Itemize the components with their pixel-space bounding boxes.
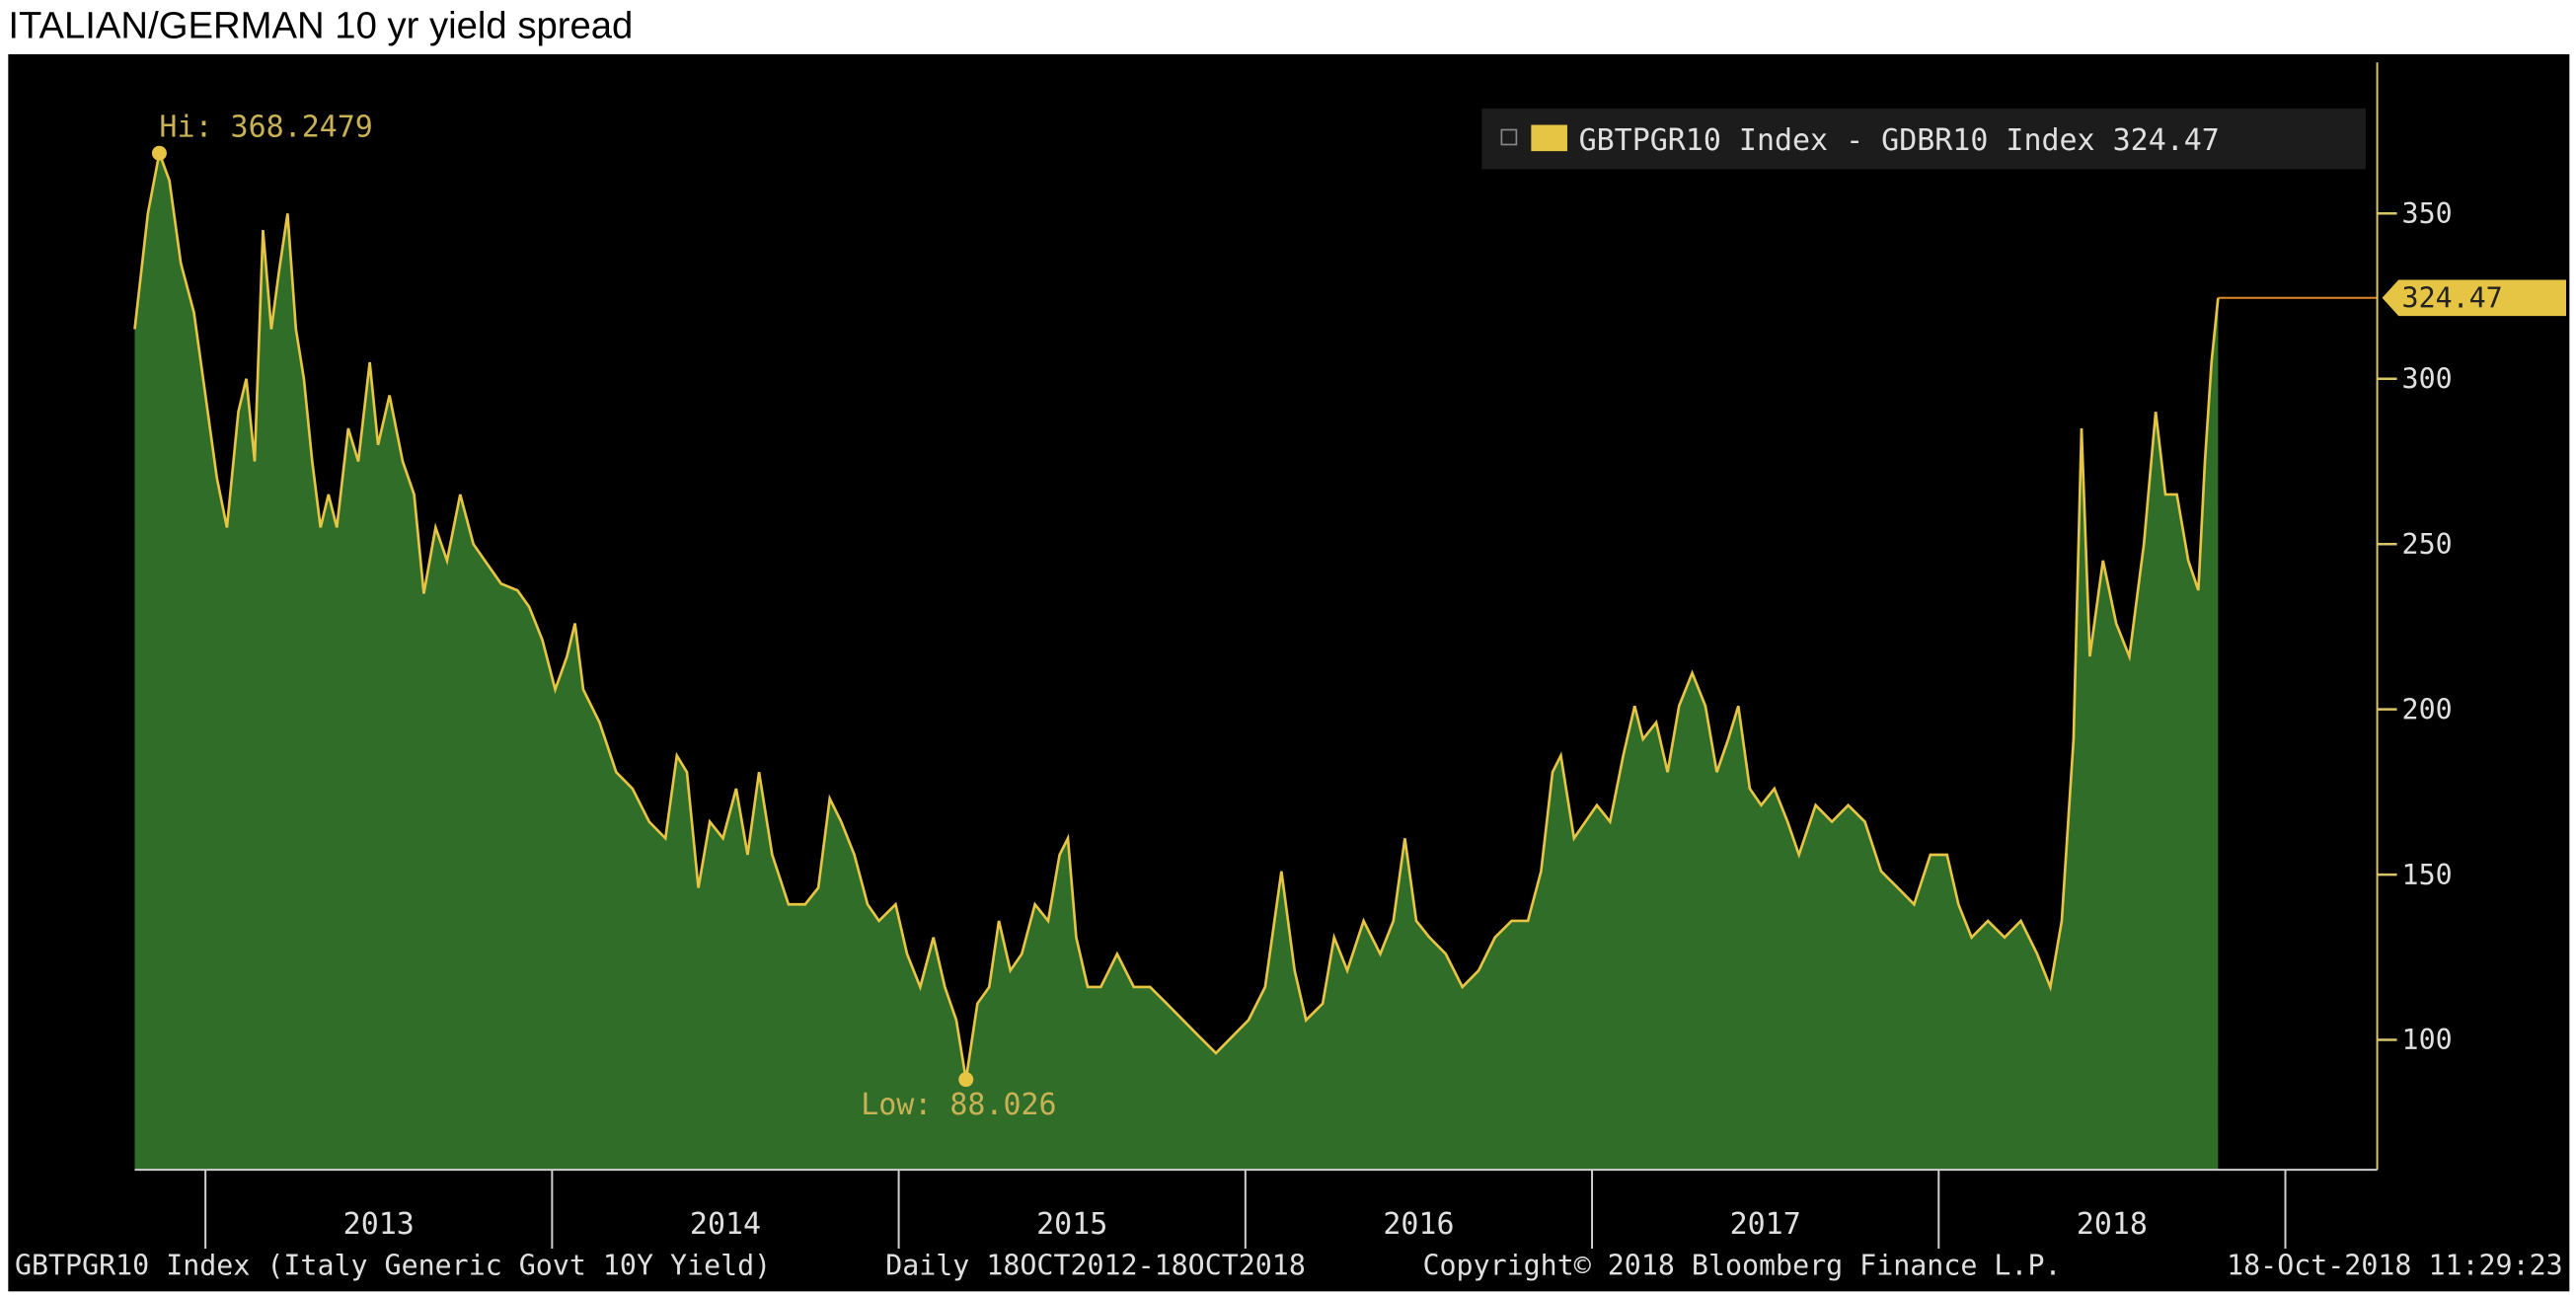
chart-title: ITALIAN/GERMAN 10 yr yield spread (8, 4, 633, 46)
y-tick-label: 150 (2402, 859, 2453, 891)
legend-box (1481, 108, 2366, 170)
area (134, 153, 2219, 1171)
y-tick-label: 350 (2402, 197, 2453, 230)
x-tick-label: 2013 (343, 1207, 415, 1242)
legend-swatch (1531, 124, 1567, 152)
y-tick-label: 200 (2402, 693, 2453, 725)
annotation-marker (958, 1072, 974, 1088)
legend-toggle (1500, 128, 1518, 146)
last-value-tag (2382, 279, 2567, 317)
footer-text: 18-Oct-2018 11:29:23 (2227, 1249, 2563, 1281)
x-tick-label: 2014 (690, 1207, 761, 1242)
x-tick-label: 2017 (1730, 1207, 1801, 1242)
y-tick-label: 300 (2402, 362, 2453, 395)
line (133, 148, 2220, 1080)
footer-text: GBTPGR10 Index (Italy Generic Govt 10Y Y… (15, 1249, 771, 1281)
x-tick-label: 2015 (1036, 1207, 1107, 1242)
x-tick-label: 2016 (1383, 1207, 1454, 1242)
legend-name: GBTPGR10 Index - GDBR10 Index (1579, 123, 2095, 158)
y-tick-label: 100 (2402, 1024, 2453, 1056)
footer-text: Daily 18OCT2012-18OCT2018 (885, 1249, 1306, 1281)
annotation-label: Hi: 368.2479 (159, 111, 372, 145)
legend-value: 324.47 (2113, 123, 2220, 158)
annotation-label: Low: 88.026 (861, 1088, 1056, 1122)
annotation-marker (151, 145, 167, 161)
x-tick-label: 2018 (2077, 1207, 2148, 1242)
last-value-label: 324.47 (2402, 281, 2503, 314)
footer-text: Copyright© 2018 Bloomberg Finance L.P. (1422, 1249, 2061, 1281)
y-tick-label: 250 (2402, 528, 2453, 561)
legend-label: GBTPGR10 Index - GDBR10 Index 324.47 (1579, 123, 2220, 158)
